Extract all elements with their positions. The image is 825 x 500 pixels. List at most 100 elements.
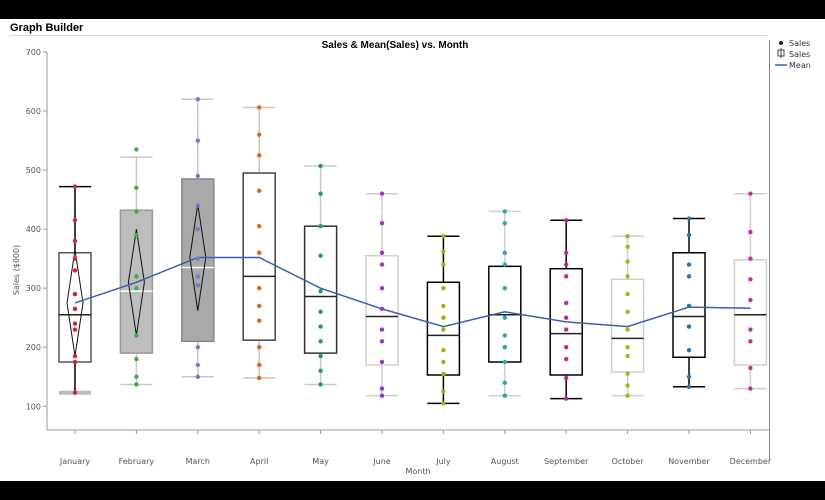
sales-point (318, 382, 323, 387)
sales-point (564, 300, 569, 306)
sales-point (564, 375, 569, 381)
y-tick-label: 200 (26, 343, 41, 352)
box-iqr (672, 252, 706, 359)
sales-point (748, 386, 753, 391)
x-tick-label: May (312, 457, 329, 466)
sales-point (441, 234, 446, 239)
sales-point (134, 232, 139, 238)
sales-point (564, 250, 569, 255)
sales-point (625, 234, 630, 239)
sales-point (502, 262, 507, 267)
sales-point (625, 274, 630, 279)
sales-point (625, 353, 630, 359)
sales-point (195, 203, 200, 208)
sales-point (195, 362, 200, 368)
sales-point (318, 253, 323, 258)
sales-point (257, 105, 262, 110)
sales-point (748, 297, 753, 303)
sales-point (441, 389, 446, 394)
sales-point (379, 359, 385, 365)
sales-point (625, 244, 630, 250)
x-tick-label: June (372, 457, 391, 466)
x-axis-label: Month (405, 467, 430, 476)
sales-point (502, 333, 507, 338)
sales-point (686, 274, 692, 279)
sales-point (318, 191, 323, 196)
x-tick-label: September (544, 457, 589, 466)
sales-point (379, 306, 385, 312)
sales-point (318, 353, 323, 359)
sales-point (257, 223, 262, 229)
y-axis-label: Sales ($000) (12, 245, 21, 295)
sales-point (625, 259, 630, 264)
sales-point (195, 345, 200, 350)
sales-point (748, 229, 753, 235)
sales-point (72, 359, 78, 365)
sales-point (441, 303, 446, 309)
sales-point (379, 221, 385, 226)
sales-point (564, 327, 569, 332)
sales-point (625, 291, 630, 297)
sales-point (625, 383, 630, 388)
sales-point (257, 285, 262, 291)
sales-point (134, 274, 139, 279)
sales-point (686, 374, 692, 379)
y-tick-label: 400 (26, 225, 41, 234)
sales-point (686, 384, 692, 389)
sales-point (441, 401, 446, 406)
sales-point (625, 309, 630, 315)
sales-point (257, 132, 262, 137)
sales-point (441, 359, 446, 365)
mean-diamond (189, 204, 207, 311)
sales-point (134, 374, 139, 379)
sales-point (134, 147, 139, 152)
sales-point (686, 216, 692, 221)
sales-point (564, 356, 569, 362)
sales-point (195, 374, 200, 379)
sales-point (502, 221, 507, 226)
sales-point (441, 371, 446, 377)
sales-point (72, 291, 78, 297)
sales-point (379, 262, 385, 267)
sales-point (72, 184, 78, 189)
sales-point (502, 345, 507, 350)
sales-point (748, 256, 753, 261)
sales-point (318, 288, 323, 294)
window-title: Graph Builder (10, 22, 84, 34)
sales-point (379, 250, 385, 255)
box-iqr (733, 259, 768, 366)
sales-point (748, 339, 753, 344)
sales-point (441, 327, 446, 332)
sales-point (72, 390, 78, 395)
sales-point (318, 368, 323, 374)
sales-point (379, 285, 385, 291)
sales-point (379, 386, 385, 391)
x-tick-label: August (491, 457, 519, 466)
sales-point (502, 315, 507, 320)
sales-point (564, 315, 569, 320)
sales-point (72, 256, 78, 261)
title-separator (10, 35, 767, 36)
sales-point (318, 163, 323, 169)
sales-point (257, 303, 262, 309)
x-tick-label: March (186, 457, 210, 466)
sales-point (72, 327, 78, 332)
sales-point (502, 285, 507, 291)
sales-point (686, 232, 692, 238)
legend-label-box: Sales (789, 50, 810, 59)
sales-point (686, 347, 692, 353)
sales-point (748, 365, 753, 371)
x-tick-label: July (435, 457, 451, 466)
sales-point (195, 173, 200, 179)
sales-point (748, 327, 753, 332)
sales-point (195, 97, 200, 102)
sales-point (195, 274, 200, 279)
x-tick-label: April (250, 457, 268, 466)
legend-label-mean: Mean (789, 61, 811, 70)
sales-point (564, 396, 569, 401)
sales-point (134, 285, 139, 291)
sales-point (195, 138, 200, 143)
legend-label-points: Sales (789, 39, 810, 48)
sales-point (502, 250, 507, 255)
sales-point (502, 380, 507, 385)
